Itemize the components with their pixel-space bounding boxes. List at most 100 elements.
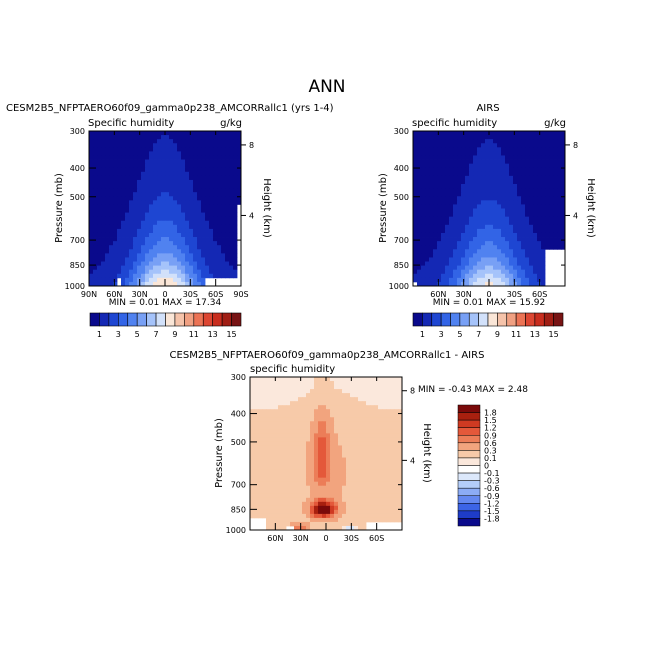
contour-cell xyxy=(398,501,403,507)
contour-cell xyxy=(254,497,259,503)
contour-cell xyxy=(189,241,194,246)
contour-cell xyxy=(362,525,367,531)
contour-cell xyxy=(322,401,327,406)
contour-cell xyxy=(413,143,418,148)
contour-cell xyxy=(429,241,434,246)
contour-cell xyxy=(330,445,335,450)
colorbar-swatch xyxy=(231,312,242,327)
contour-cell xyxy=(421,228,426,234)
contour-cell xyxy=(149,171,154,177)
contour-cell xyxy=(537,139,542,144)
contour-cell xyxy=(217,241,222,246)
contour-cell xyxy=(149,228,154,234)
contour-cell xyxy=(330,441,335,446)
contour-cell xyxy=(481,245,486,250)
contour-cell xyxy=(521,151,526,156)
contour-cell xyxy=(165,273,170,279)
contour-cell xyxy=(133,277,138,283)
contour-cell xyxy=(93,171,98,177)
contour-cell xyxy=(302,513,307,519)
contour-cell xyxy=(314,417,319,422)
contour-cell xyxy=(189,232,194,238)
contour-cell xyxy=(413,139,418,144)
contour-cell xyxy=(505,265,510,271)
contour-cell xyxy=(537,196,542,201)
contour-cell xyxy=(149,167,154,173)
contour-cell xyxy=(358,449,363,454)
contour-cell xyxy=(529,216,534,222)
contour-cell xyxy=(318,465,323,471)
contour-cell xyxy=(485,265,490,271)
contour-cell xyxy=(517,179,522,185)
contour-cell xyxy=(153,184,158,189)
x-tick-label: 30S xyxy=(507,290,522,299)
contour-cell xyxy=(137,241,142,246)
contour-cell xyxy=(445,143,450,148)
contour-cell xyxy=(346,509,351,515)
contour-cell xyxy=(358,501,363,507)
contour-cell xyxy=(314,413,319,418)
contour-cell xyxy=(398,409,403,414)
contour-cell xyxy=(342,525,347,531)
contour-cell xyxy=(101,163,106,169)
contour-cell xyxy=(481,171,486,177)
contour-cell xyxy=(386,389,391,394)
contour-cell xyxy=(473,143,478,148)
contour-cell xyxy=(302,417,307,422)
contour-cell xyxy=(441,151,446,156)
contour-cell xyxy=(294,425,299,430)
contour-cell xyxy=(501,147,506,152)
contour-cell xyxy=(157,179,162,185)
contour-cell xyxy=(262,489,267,495)
contour-cell xyxy=(157,171,162,177)
contour-cell xyxy=(433,163,438,169)
contour-cell xyxy=(413,167,418,173)
contour-cell xyxy=(201,277,206,283)
contour-cell xyxy=(509,155,514,160)
contour-cell xyxy=(485,269,490,275)
contour-cell xyxy=(217,163,222,169)
contour-cell xyxy=(529,167,534,173)
contour-cell xyxy=(461,147,466,152)
contour-cell xyxy=(282,525,287,531)
contour-cell xyxy=(165,232,170,238)
contour-cell xyxy=(441,220,446,226)
contour-cell xyxy=(89,143,94,148)
contour-cell xyxy=(370,509,375,515)
contour-cell xyxy=(298,453,303,458)
contour-cell xyxy=(398,377,403,382)
contour-cell xyxy=(457,216,462,222)
contour-cell xyxy=(398,485,403,491)
contour-cell xyxy=(229,204,234,209)
contour-cell xyxy=(382,485,387,491)
contour-cell xyxy=(350,497,355,503)
contour-cell xyxy=(133,232,138,238)
contour-cell xyxy=(497,253,502,258)
contour-cell xyxy=(386,437,391,442)
contour-cell xyxy=(433,192,438,197)
contour-cell xyxy=(505,171,510,177)
contour-cell xyxy=(189,277,194,283)
contour-cell xyxy=(322,473,327,479)
contour-cell xyxy=(97,208,102,213)
contour-cell xyxy=(382,461,387,466)
contour-cell xyxy=(382,413,387,418)
contour-cell xyxy=(541,163,546,169)
contour-cell xyxy=(209,253,214,258)
contour-cell xyxy=(149,131,154,136)
contour-cell xyxy=(513,253,518,258)
contour-cell xyxy=(205,265,210,271)
contour-cell xyxy=(429,163,434,169)
contour-cell xyxy=(429,277,434,283)
contour-cell xyxy=(165,175,170,181)
contour-cell xyxy=(398,469,403,475)
contour-cell xyxy=(370,393,375,398)
contour-cell xyxy=(101,179,106,185)
contour-cell xyxy=(254,381,259,386)
contour-cell xyxy=(509,139,514,144)
contour-cell xyxy=(274,457,279,462)
contour-cell xyxy=(145,135,150,140)
contour-cell xyxy=(113,204,118,209)
contour-cell xyxy=(469,237,474,242)
contour-cell xyxy=(254,441,259,446)
